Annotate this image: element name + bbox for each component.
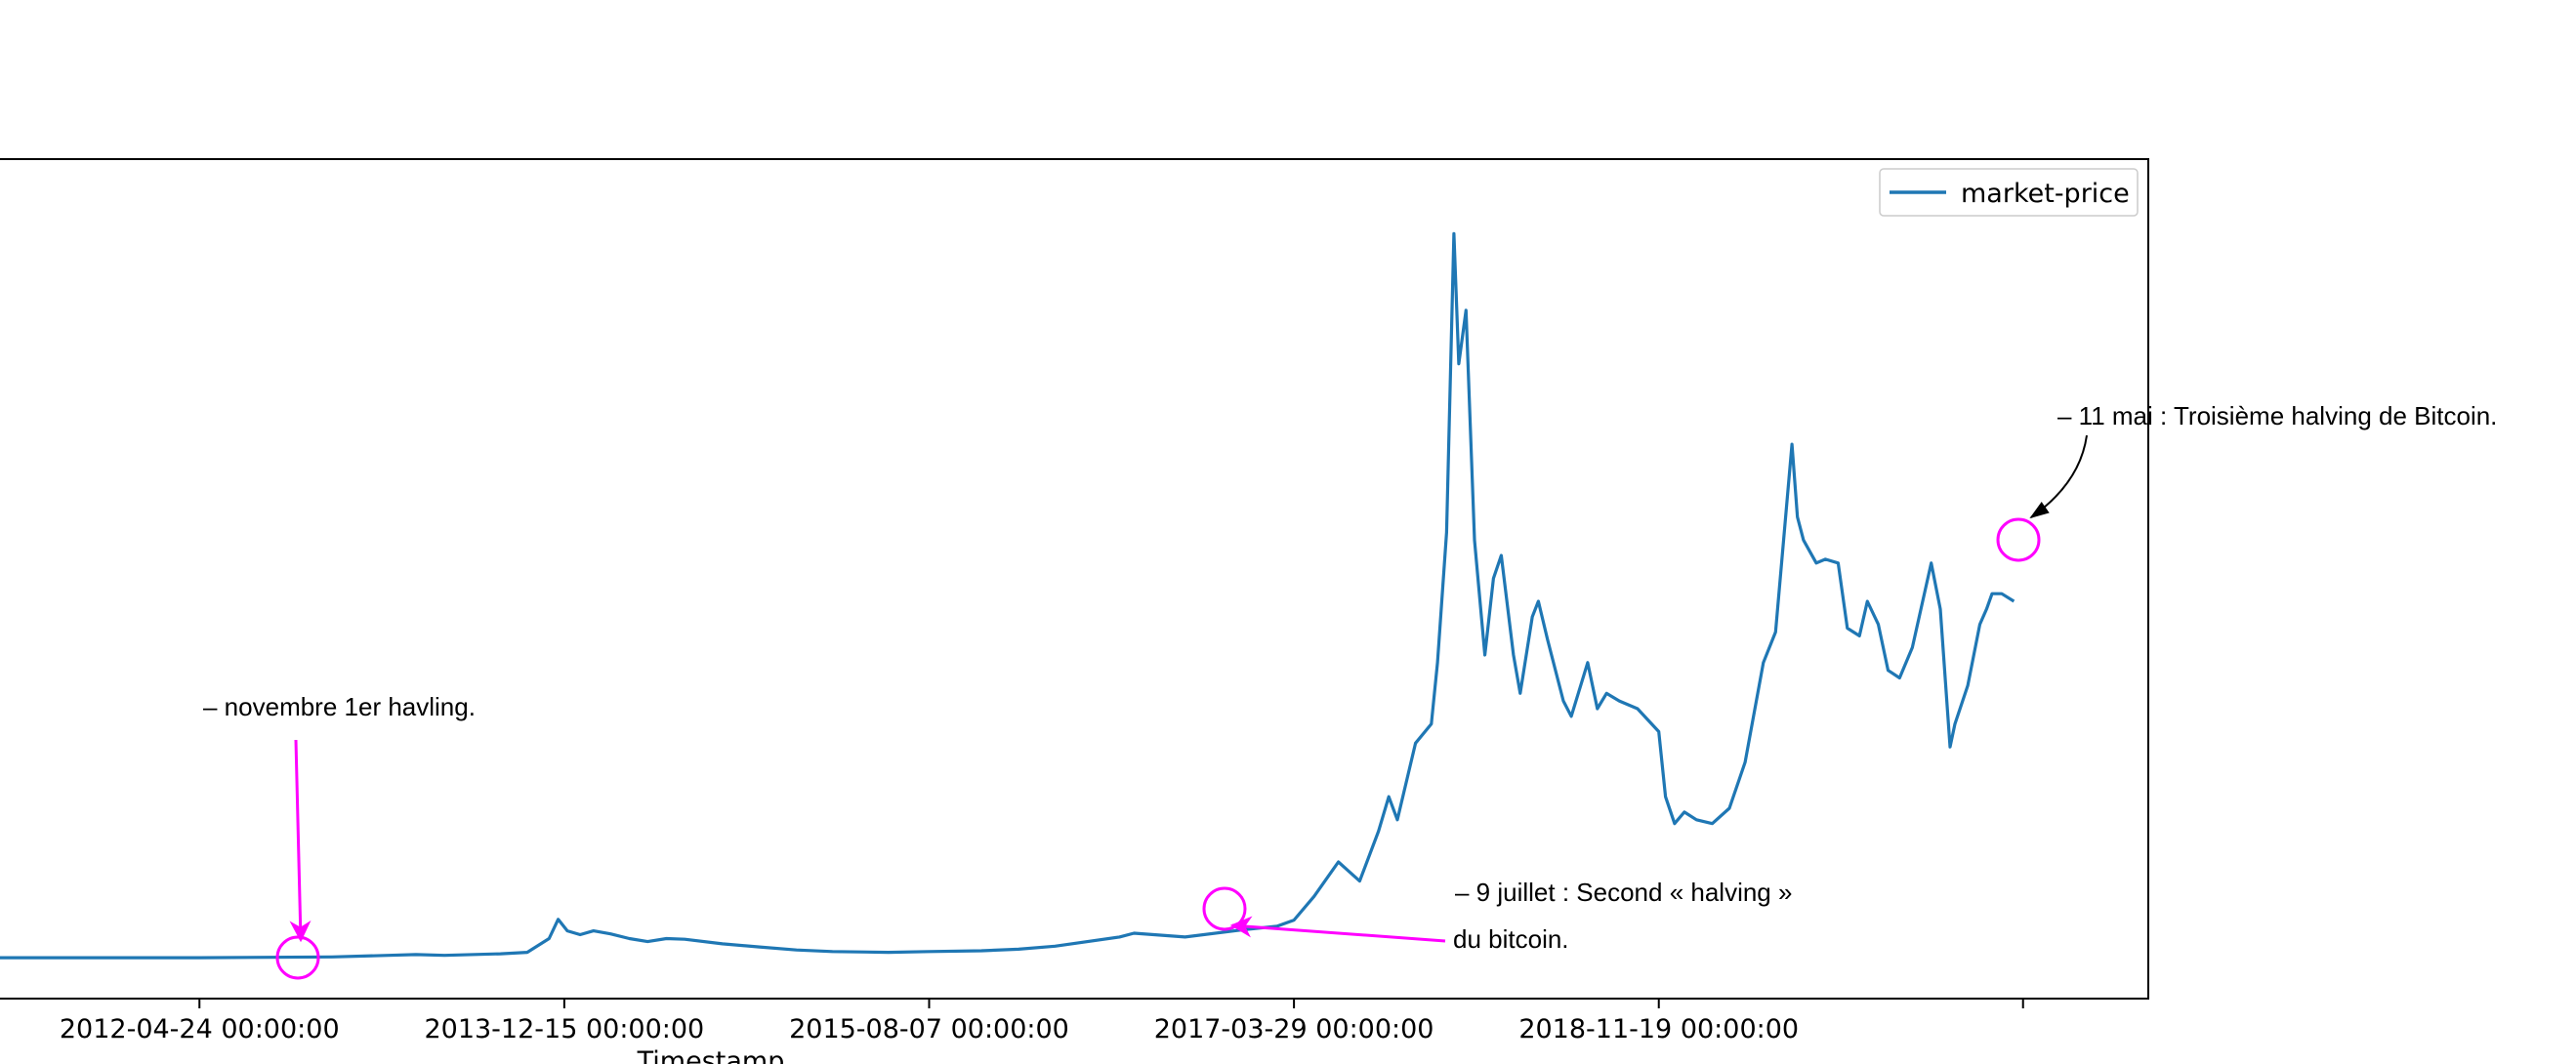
x-axis: 2012-04-24 00:00:00 2013-12-15 00:00:00 20…: [60, 999, 2024, 1044]
annotation-third-halving-circle: [1996, 517, 2041, 562]
legend-box: [1879, 168, 2139, 217]
annotation-first-halving: – novembre 1er havling.: [203, 692, 476, 980]
x-tick-label: 2017-03-29 00:00:00: [1154, 1014, 1434, 1044]
series-line-market-price: [0, 231, 2015, 960]
x-tick-label: 2013-12-15 00:00:00: [424, 1014, 704, 1044]
annotation-second-halving-arrow: [1229, 916, 1446, 943]
annotation-second-halving: – 9 juillet : Second « halving » du bitc…: [1202, 878, 1792, 954]
plot-area: [0, 158, 2149, 1000]
legend-label-market-price: market-price: [1961, 179, 2130, 209]
x-tick-label: 2012-04-24 00:00:00: [60, 1014, 340, 1044]
annotation-first-halving-circle: [275, 935, 320, 980]
x-tick-label: 2018-11-19 00:00:00: [1518, 1014, 1799, 1044]
annotation-first-halving-text: – novembre 1er havling.: [203, 692, 476, 721]
annotation-third-halving: – 11 mai : Troisième halving de Bitcoin.: [1996, 401, 2497, 562]
x-axis-title: Timestamp: [637, 1046, 785, 1064]
annotation-first-halving-arrow: [289, 739, 312, 943]
x-tick-label: 2015-08-07 00:00:00: [789, 1014, 1069, 1044]
annotation-third-halving-text: – 11 mai : Troisième halving de Bitcoin.: [2057, 401, 2497, 430]
annotation-second-halving-text-line1: – 9 juillet : Second « halving »: [1455, 878, 1792, 907]
annotation-second-halving-circle: [1202, 886, 1247, 931]
annotation-third-halving-arrow: [2029, 434, 2088, 519]
legend: market-price: [1879, 168, 2139, 217]
annotation-second-halving-text-line2: du bitcoin.: [1453, 924, 1569, 954]
